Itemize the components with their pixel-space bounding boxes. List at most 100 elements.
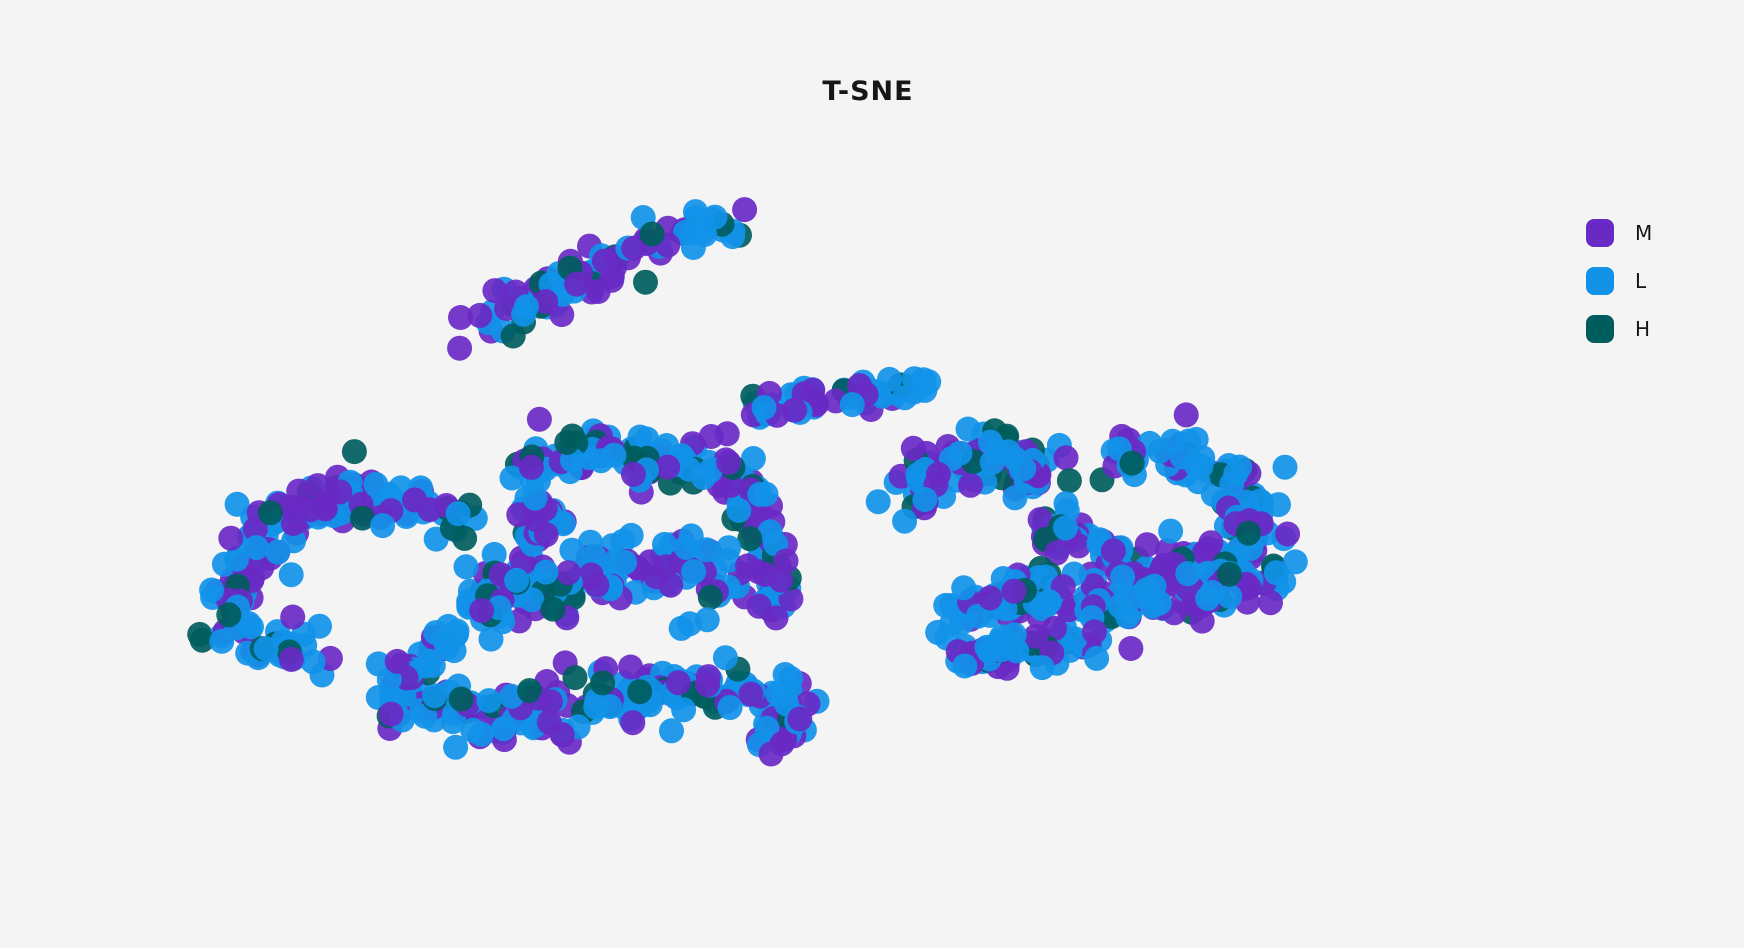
scatter-point-l bbox=[1158, 518, 1184, 544]
scatter-point-l bbox=[716, 535, 742, 561]
scatter-point-m bbox=[526, 406, 552, 432]
scatter-point-m bbox=[698, 424, 724, 449]
legend-item-l[interactable]: L bbox=[1586, 267, 1652, 295]
scatter-point-l bbox=[588, 448, 614, 474]
scatter-point-m bbox=[732, 197, 758, 223]
scatter-point-l bbox=[1282, 549, 1308, 575]
scatter-point-m bbox=[787, 706, 813, 732]
scatter-point-m bbox=[1134, 532, 1160, 558]
scatter-point-l bbox=[1107, 593, 1133, 619]
scatter-point-h bbox=[540, 596, 566, 622]
legend-swatch-l bbox=[1586, 267, 1614, 295]
scatter-point-m bbox=[378, 701, 404, 727]
scatter-point-m bbox=[482, 278, 508, 304]
scatter-point-m bbox=[1066, 533, 1092, 559]
scatter-point-m bbox=[620, 461, 646, 487]
scatter-point-l bbox=[652, 531, 677, 557]
legend-item-h[interactable]: H bbox=[1586, 315, 1652, 343]
scatter-point-m bbox=[536, 709, 562, 735]
scatter-point-l bbox=[751, 395, 777, 421]
scatter-point-l bbox=[999, 630, 1025, 656]
scatter-point-m bbox=[977, 585, 1003, 611]
scatter-point-m bbox=[1053, 445, 1079, 471]
scatter-point-l bbox=[634, 426, 660, 452]
scatter-point-l bbox=[740, 446, 766, 471]
scatter-point-m bbox=[1081, 619, 1107, 645]
scatter-point-m bbox=[746, 593, 772, 619]
scatter-point-l bbox=[583, 694, 609, 720]
legend-swatch-h bbox=[1586, 315, 1614, 343]
scatter-point-l bbox=[979, 450, 1005, 475]
scatter-point-l bbox=[865, 489, 891, 515]
scatter-point-m bbox=[1258, 590, 1283, 616]
scatter-point-l bbox=[877, 366, 902, 392]
scatter-point-h bbox=[639, 221, 665, 247]
scatter-point-h bbox=[554, 430, 580, 455]
scatter-point-l bbox=[253, 636, 279, 662]
scatter-point-l bbox=[683, 199, 708, 225]
scatter-point-l bbox=[300, 649, 326, 675]
scatter-point-l bbox=[307, 613, 332, 639]
legend-label-l: L bbox=[1635, 269, 1647, 293]
scatter-point-m bbox=[280, 511, 306, 536]
scatter-point-l bbox=[612, 549, 638, 575]
scatter-point-l bbox=[1217, 584, 1243, 609]
scatter-point-l bbox=[423, 620, 449, 646]
scatter-point-l bbox=[443, 734, 469, 760]
scatter-point-m bbox=[735, 553, 761, 579]
scatter-point-m bbox=[467, 302, 493, 328]
scatter-point-l bbox=[912, 487, 938, 512]
scatter-point-m bbox=[695, 672, 720, 698]
scatter-point-l bbox=[481, 541, 507, 567]
scatter-point-m bbox=[533, 522, 559, 548]
scatter-point-l bbox=[1084, 645, 1110, 671]
scatter-point-m bbox=[1001, 578, 1027, 604]
scatter-point-l bbox=[673, 535, 699, 560]
scatter-point-l bbox=[559, 537, 585, 563]
scatter-point-h bbox=[1056, 468, 1082, 494]
scatter-point-l bbox=[892, 385, 918, 411]
scatter-point-l bbox=[453, 554, 479, 580]
scatter-point-h bbox=[517, 678, 542, 704]
scatter-point-l bbox=[1175, 561, 1201, 587]
legend-label-m: M bbox=[1635, 221, 1653, 245]
scatter-point-l bbox=[468, 721, 494, 747]
scatter-point-m bbox=[585, 279, 611, 304]
scatter-point-m bbox=[469, 598, 495, 624]
scatter-point-l bbox=[363, 471, 389, 497]
scatter-point-h bbox=[257, 500, 283, 526]
scatter-point-l bbox=[955, 416, 981, 442]
legend-item-m[interactable]: M bbox=[1586, 219, 1652, 247]
scatter-point-h bbox=[737, 526, 763, 552]
scatter-point-l bbox=[581, 543, 607, 569]
scatter-point-m bbox=[665, 670, 691, 696]
scatter-point-h bbox=[697, 584, 723, 610]
scatter-point-m bbox=[618, 654, 644, 680]
scatter-point-m bbox=[555, 560, 581, 586]
scatter-point-m bbox=[1236, 575, 1262, 601]
scatter-point-l bbox=[892, 508, 918, 534]
scatter-point-l bbox=[618, 522, 644, 548]
scatter-point-h bbox=[590, 670, 616, 696]
scatter-point-l bbox=[681, 559, 707, 585]
scatter-point-h bbox=[452, 525, 478, 551]
scatter-point-l bbox=[243, 535, 269, 561]
scatter-point-l bbox=[476, 688, 502, 714]
scatter-point-m bbox=[591, 248, 617, 274]
scatter-point-l bbox=[1036, 589, 1062, 615]
scatter-point-l bbox=[478, 626, 504, 652]
scatter-point-l bbox=[1263, 560, 1289, 586]
scatter-point-m bbox=[620, 710, 646, 736]
scatter-point-l bbox=[1062, 626, 1088, 652]
scatter-point-m bbox=[1044, 540, 1070, 566]
scatter-point-m bbox=[1275, 521, 1301, 547]
scatter-point-l bbox=[1195, 585, 1221, 611]
scatter-point-l bbox=[278, 562, 304, 588]
scatter-point-l bbox=[514, 294, 539, 320]
scatter-points-group bbox=[187, 197, 1308, 767]
scatter-point-m bbox=[327, 479, 353, 505]
scatter-point-l bbox=[199, 577, 225, 603]
scatter-point-l bbox=[533, 559, 559, 585]
scatter-point-l bbox=[911, 367, 937, 393]
